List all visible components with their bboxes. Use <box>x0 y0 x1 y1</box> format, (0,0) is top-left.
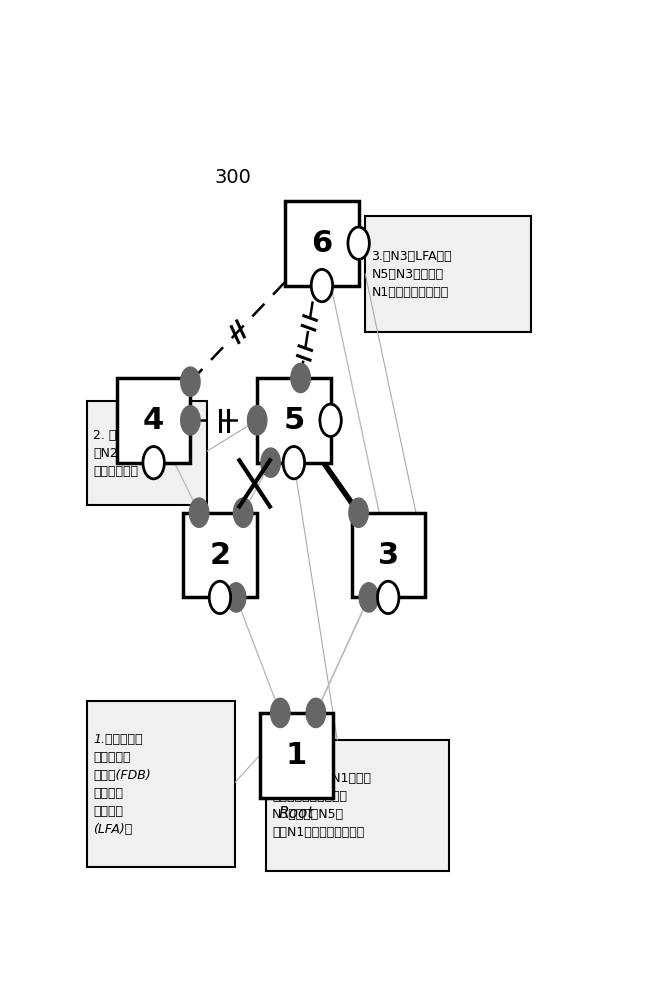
Circle shape <box>359 583 378 612</box>
Text: 4: 4 <box>143 406 164 435</box>
Text: 2: 2 <box>209 541 230 570</box>
Circle shape <box>349 498 368 527</box>
Text: Root: Root <box>279 806 314 820</box>
Circle shape <box>270 698 290 728</box>
Circle shape <box>311 269 333 302</box>
Circle shape <box>190 498 209 527</box>
Circle shape <box>306 698 326 728</box>
Text: 3.当N3是LFA时，
N5向N3转发具有
N1的目标地址的帧。: 3.当N3是LFA时， N5向N3转发具有 N1的目标地址的帧。 <box>371 249 452 298</box>
FancyBboxPatch shape <box>88 701 236 867</box>
Text: 4.当N5对具有N1的目标
地址的帧是可准许时，
N3接受来自N5的
具有N1的目标地址的帧。: 4.当N5对具有N1的目标 地址的帧是可准许时， N3接受来自N5的 具有N1的… <box>272 772 371 839</box>
Circle shape <box>283 446 305 479</box>
FancyBboxPatch shape <box>285 201 359 286</box>
Circle shape <box>261 448 280 477</box>
Text: 300: 300 <box>215 168 251 187</box>
FancyBboxPatch shape <box>117 378 190 463</box>
Circle shape <box>143 446 164 479</box>
FancyBboxPatch shape <box>183 513 257 597</box>
Text: 1.各节点计算
拓扑、过滤
数据库(FDB)
和下游无
循环备选
(LFA)。: 1.各节点计算 拓扑、过滤 数据库(FDB) 和下游无 循环备选 (LFA)。 <box>93 733 151 836</box>
Circle shape <box>209 581 231 614</box>
FancyBboxPatch shape <box>266 740 449 871</box>
Circle shape <box>291 363 311 393</box>
Text: 1: 1 <box>286 741 307 770</box>
FancyBboxPatch shape <box>260 713 333 798</box>
FancyBboxPatch shape <box>88 401 207 505</box>
FancyBboxPatch shape <box>365 216 531 332</box>
Circle shape <box>226 583 246 612</box>
FancyBboxPatch shape <box>351 513 425 597</box>
Circle shape <box>320 404 342 436</box>
Text: 3: 3 <box>378 541 399 570</box>
Text: 5: 5 <box>283 406 305 435</box>
Circle shape <box>181 367 200 396</box>
Circle shape <box>181 406 200 435</box>
Circle shape <box>348 227 369 259</box>
Circle shape <box>234 498 253 527</box>
Circle shape <box>378 581 399 614</box>
Circle shape <box>247 406 267 435</box>
Text: 6: 6 <box>311 229 332 258</box>
FancyBboxPatch shape <box>257 378 330 463</box>
Text: 2. 在N5所检测
的N2与N5之间
的链路异带。: 2. 在N5所检测 的N2与N5之间 的链路异带。 <box>93 429 158 478</box>
